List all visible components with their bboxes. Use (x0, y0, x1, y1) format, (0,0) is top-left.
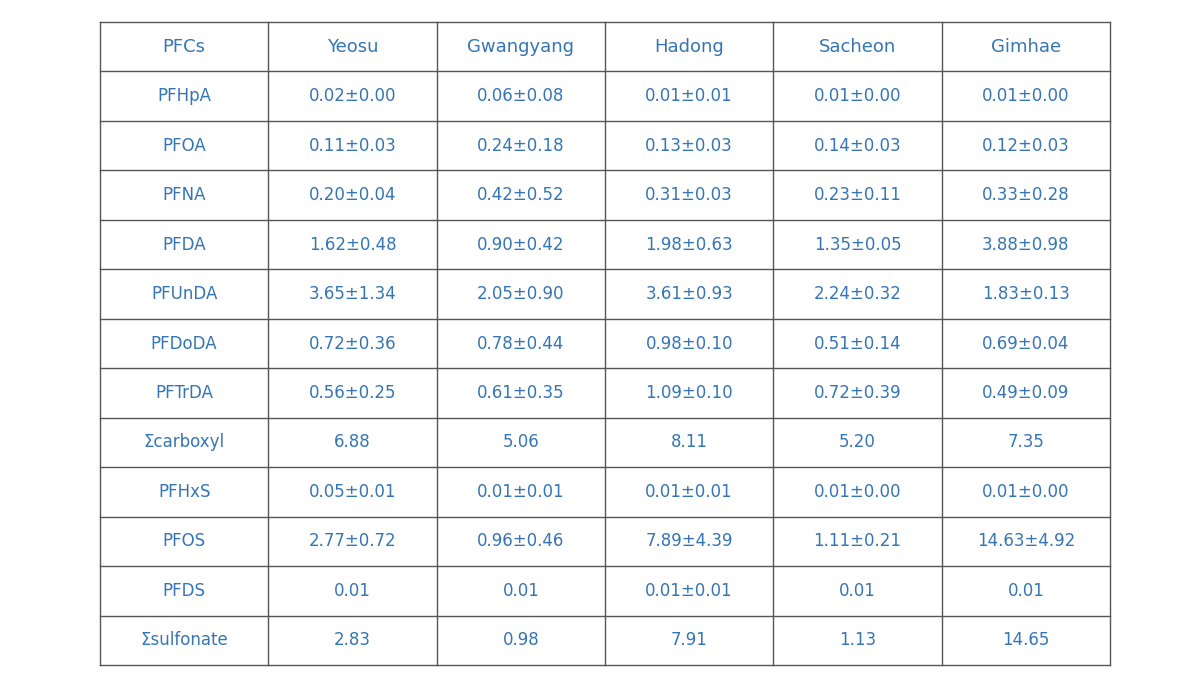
Text: Σcarboxyl: Σcarboxyl (143, 433, 225, 451)
Text: 0.01±0.01: 0.01±0.01 (477, 483, 565, 501)
Text: 0.01: 0.01 (502, 582, 539, 600)
Text: 1.62±0.48: 1.62±0.48 (309, 236, 397, 254)
Text: 3.88±0.98: 3.88±0.98 (982, 236, 1069, 254)
Text: 0.23±0.11: 0.23±0.11 (813, 186, 901, 204)
Text: 0.49±0.09: 0.49±0.09 (983, 384, 1069, 402)
Text: 1.09±0.10: 1.09±0.10 (645, 384, 733, 402)
Text: 0.14±0.03: 0.14±0.03 (813, 137, 901, 155)
Text: 7.35: 7.35 (1008, 433, 1044, 451)
Text: 0.01: 0.01 (334, 582, 371, 600)
Text: Σsulfonate: Σsulfonate (140, 632, 229, 650)
Text: 7.91: 7.91 (670, 632, 708, 650)
Text: 0.78±0.44: 0.78±0.44 (477, 334, 565, 352)
Text: 0.56±0.25: 0.56±0.25 (309, 384, 397, 402)
Text: 5.06: 5.06 (502, 433, 539, 451)
Text: 0.01±0.00: 0.01±0.00 (813, 87, 901, 105)
Text: PFHpA: PFHpA (157, 87, 211, 105)
Text: 2.24±0.32: 2.24±0.32 (813, 285, 901, 303)
Text: 0.05±0.01: 0.05±0.01 (309, 483, 397, 501)
Text: 0.01±0.00: 0.01±0.00 (982, 87, 1069, 105)
Text: 2.77±0.72: 2.77±0.72 (309, 532, 397, 550)
Text: 0.24±0.18: 0.24±0.18 (477, 137, 565, 155)
Text: PFUnDA: PFUnDA (152, 285, 218, 303)
Text: PFOS: PFOS (162, 532, 206, 550)
Text: Hadong: Hadong (655, 38, 725, 56)
Text: 1.35±0.05: 1.35±0.05 (813, 236, 901, 254)
Text: 0.01±0.01: 0.01±0.01 (645, 582, 733, 600)
Text: 0.31±0.03: 0.31±0.03 (645, 186, 733, 204)
Text: 0.11±0.03: 0.11±0.03 (309, 137, 397, 155)
Text: 1.13: 1.13 (839, 632, 876, 650)
Text: PFDA: PFDA (162, 236, 206, 254)
Text: 0.51±0.14: 0.51±0.14 (813, 334, 901, 352)
Text: Sacheon: Sacheon (819, 38, 896, 56)
Text: 0.33±0.28: 0.33±0.28 (982, 186, 1069, 204)
Text: 1.83±0.13: 1.83±0.13 (982, 285, 1070, 303)
Text: PFNA: PFNA (162, 186, 206, 204)
Text: 0.96±0.46: 0.96±0.46 (477, 532, 565, 550)
Text: 2.83: 2.83 (334, 632, 371, 650)
Text: 0.72±0.39: 0.72±0.39 (813, 384, 901, 402)
Text: 6.88: 6.88 (334, 433, 371, 451)
Text: PFDS: PFDS (162, 582, 206, 600)
Text: 14.65: 14.65 (1002, 632, 1049, 650)
Text: PFTrDA: PFTrDA (155, 384, 213, 402)
Text: 0.01±0.00: 0.01±0.00 (982, 483, 1069, 501)
Text: 14.63±4.92: 14.63±4.92 (977, 532, 1075, 550)
Text: 1.98±0.63: 1.98±0.63 (645, 236, 733, 254)
Text: 0.20±0.04: 0.20±0.04 (309, 186, 397, 204)
Text: 0.42±0.52: 0.42±0.52 (477, 186, 565, 204)
Text: 7.89±4.39: 7.89±4.39 (645, 532, 733, 550)
Text: 0.98±0.10: 0.98±0.10 (645, 334, 733, 352)
Text: Yeosu: Yeosu (327, 38, 378, 56)
Text: PFDoDA: PFDoDA (150, 334, 218, 352)
Text: 0.01: 0.01 (1008, 582, 1044, 600)
Text: 0.02±0.00: 0.02±0.00 (309, 87, 397, 105)
Text: PFHxS: PFHxS (157, 483, 211, 501)
Text: 5.20: 5.20 (839, 433, 876, 451)
Text: 0.06±0.08: 0.06±0.08 (477, 87, 565, 105)
Text: 0.12±0.03: 0.12±0.03 (982, 137, 1069, 155)
Text: PFCs: PFCs (162, 38, 206, 56)
Text: 0.61±0.35: 0.61±0.35 (477, 384, 565, 402)
Text: 0.69±0.04: 0.69±0.04 (983, 334, 1069, 352)
Text: 2.05±0.90: 2.05±0.90 (477, 285, 565, 303)
Text: 0.90±0.42: 0.90±0.42 (477, 236, 565, 254)
Text: 0.01±0.01: 0.01±0.01 (645, 87, 733, 105)
Text: PFOA: PFOA (162, 137, 206, 155)
Text: 1.11±0.21: 1.11±0.21 (813, 532, 901, 550)
Text: Gwangyang: Gwangyang (468, 38, 574, 56)
Text: 0.98: 0.98 (502, 632, 539, 650)
Text: 0.01±0.00: 0.01±0.00 (813, 483, 901, 501)
Text: 3.65±1.34: 3.65±1.34 (309, 285, 397, 303)
Text: 8.11: 8.11 (670, 433, 708, 451)
Text: 0.13±0.03: 0.13±0.03 (645, 137, 733, 155)
Text: 0.01: 0.01 (839, 582, 876, 600)
Text: 0.01±0.01: 0.01±0.01 (645, 483, 733, 501)
Text: 0.72±0.36: 0.72±0.36 (309, 334, 397, 352)
Text: Gimhae: Gimhae (991, 38, 1061, 56)
Text: 3.61±0.93: 3.61±0.93 (645, 285, 733, 303)
